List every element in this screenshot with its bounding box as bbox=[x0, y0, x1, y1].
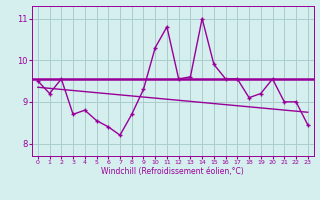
X-axis label: Windchill (Refroidissement éolien,°C): Windchill (Refroidissement éolien,°C) bbox=[101, 167, 244, 176]
